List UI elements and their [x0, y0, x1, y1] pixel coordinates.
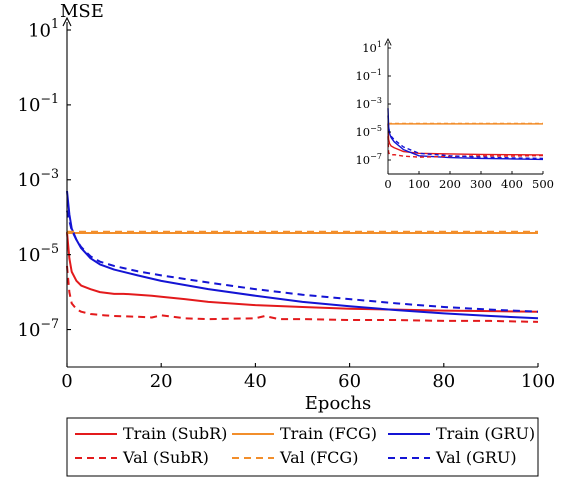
- main-y-tick-label: 10−7: [18, 316, 59, 341]
- main-series-line-train-gru: [66, 190, 539, 320]
- main-y-tick-label: 101: [28, 16, 59, 41]
- main-y-tick-label: 10−3: [18, 166, 59, 191]
- legend-label: Val (SubR): [122, 448, 209, 467]
- legend-label: Val (GRU): [435, 448, 517, 467]
- main-x-tick-label: 80: [432, 371, 455, 392]
- inset-x-tick-label: 400: [501, 177, 523, 191]
- inset-series-line-3: [387, 136, 544, 158]
- main-x-tick-label: 0: [61, 371, 72, 392]
- inset-background: [340, 34, 555, 196]
- inset-series-line-5: [387, 115, 544, 160]
- y-axis-label: MSE: [60, 1, 104, 22]
- legend-box: [66, 417, 539, 477]
- inset-plot-series: [387, 108, 544, 161]
- inset-x-tick-label: 0: [384, 177, 391, 191]
- main-x-tick-label: 20: [150, 371, 173, 392]
- inset-series-line-0: [387, 123, 544, 156]
- main-y-tick-label: 10−1: [18, 91, 59, 116]
- legend-label: Train (SubR): [123, 424, 227, 443]
- inset-y-tick-label: 10−1: [355, 68, 382, 83]
- main-series-line-val-gru: [66, 210, 539, 313]
- inset-x-tick-label: 100: [408, 177, 430, 191]
- legend-label: Train (GRU): [436, 424, 535, 443]
- main-y-tick-label: 10−5: [18, 241, 59, 266]
- inset-y-tick-label: 10−7: [355, 152, 382, 167]
- legend: Train (SubR) Train (FCG) Train (GRU) Val (S…: [66, 417, 539, 477]
- main-x-tick-label: 40: [244, 371, 267, 392]
- inset-y-tick-label: 101: [362, 40, 382, 55]
- main-y-axis-arrow: [62, 16, 72, 27]
- main-plot-axes: 0 20 40 60 80 100 10−7 10−5 10−3 10−1 101: [18, 16, 556, 392]
- inset-plot-axes: 0 100 200 300 400 500 10−7 10−5 10−3 10−1 101: [355, 37, 554, 191]
- inset-y-tick-label: 10−3: [355, 96, 382, 111]
- main-x-tick-label: 100: [521, 371, 555, 392]
- main-x-tick-label: 60: [338, 371, 361, 392]
- inset-y-axis-arrow: [384, 37, 392, 46]
- main-plot-series: [66, 190, 539, 323]
- legend-label: Train (FCG): [280, 424, 377, 443]
- inset-y-tick-label: 10−5: [355, 124, 382, 139]
- legend-label: Val (FCG): [279, 448, 358, 467]
- inset-x-tick-label: 500: [532, 177, 554, 191]
- inset-x-tick-label: 200: [439, 177, 461, 191]
- inset-x-tick-label: 300: [470, 177, 492, 191]
- x-axis-label: Epochs: [305, 393, 371, 414]
